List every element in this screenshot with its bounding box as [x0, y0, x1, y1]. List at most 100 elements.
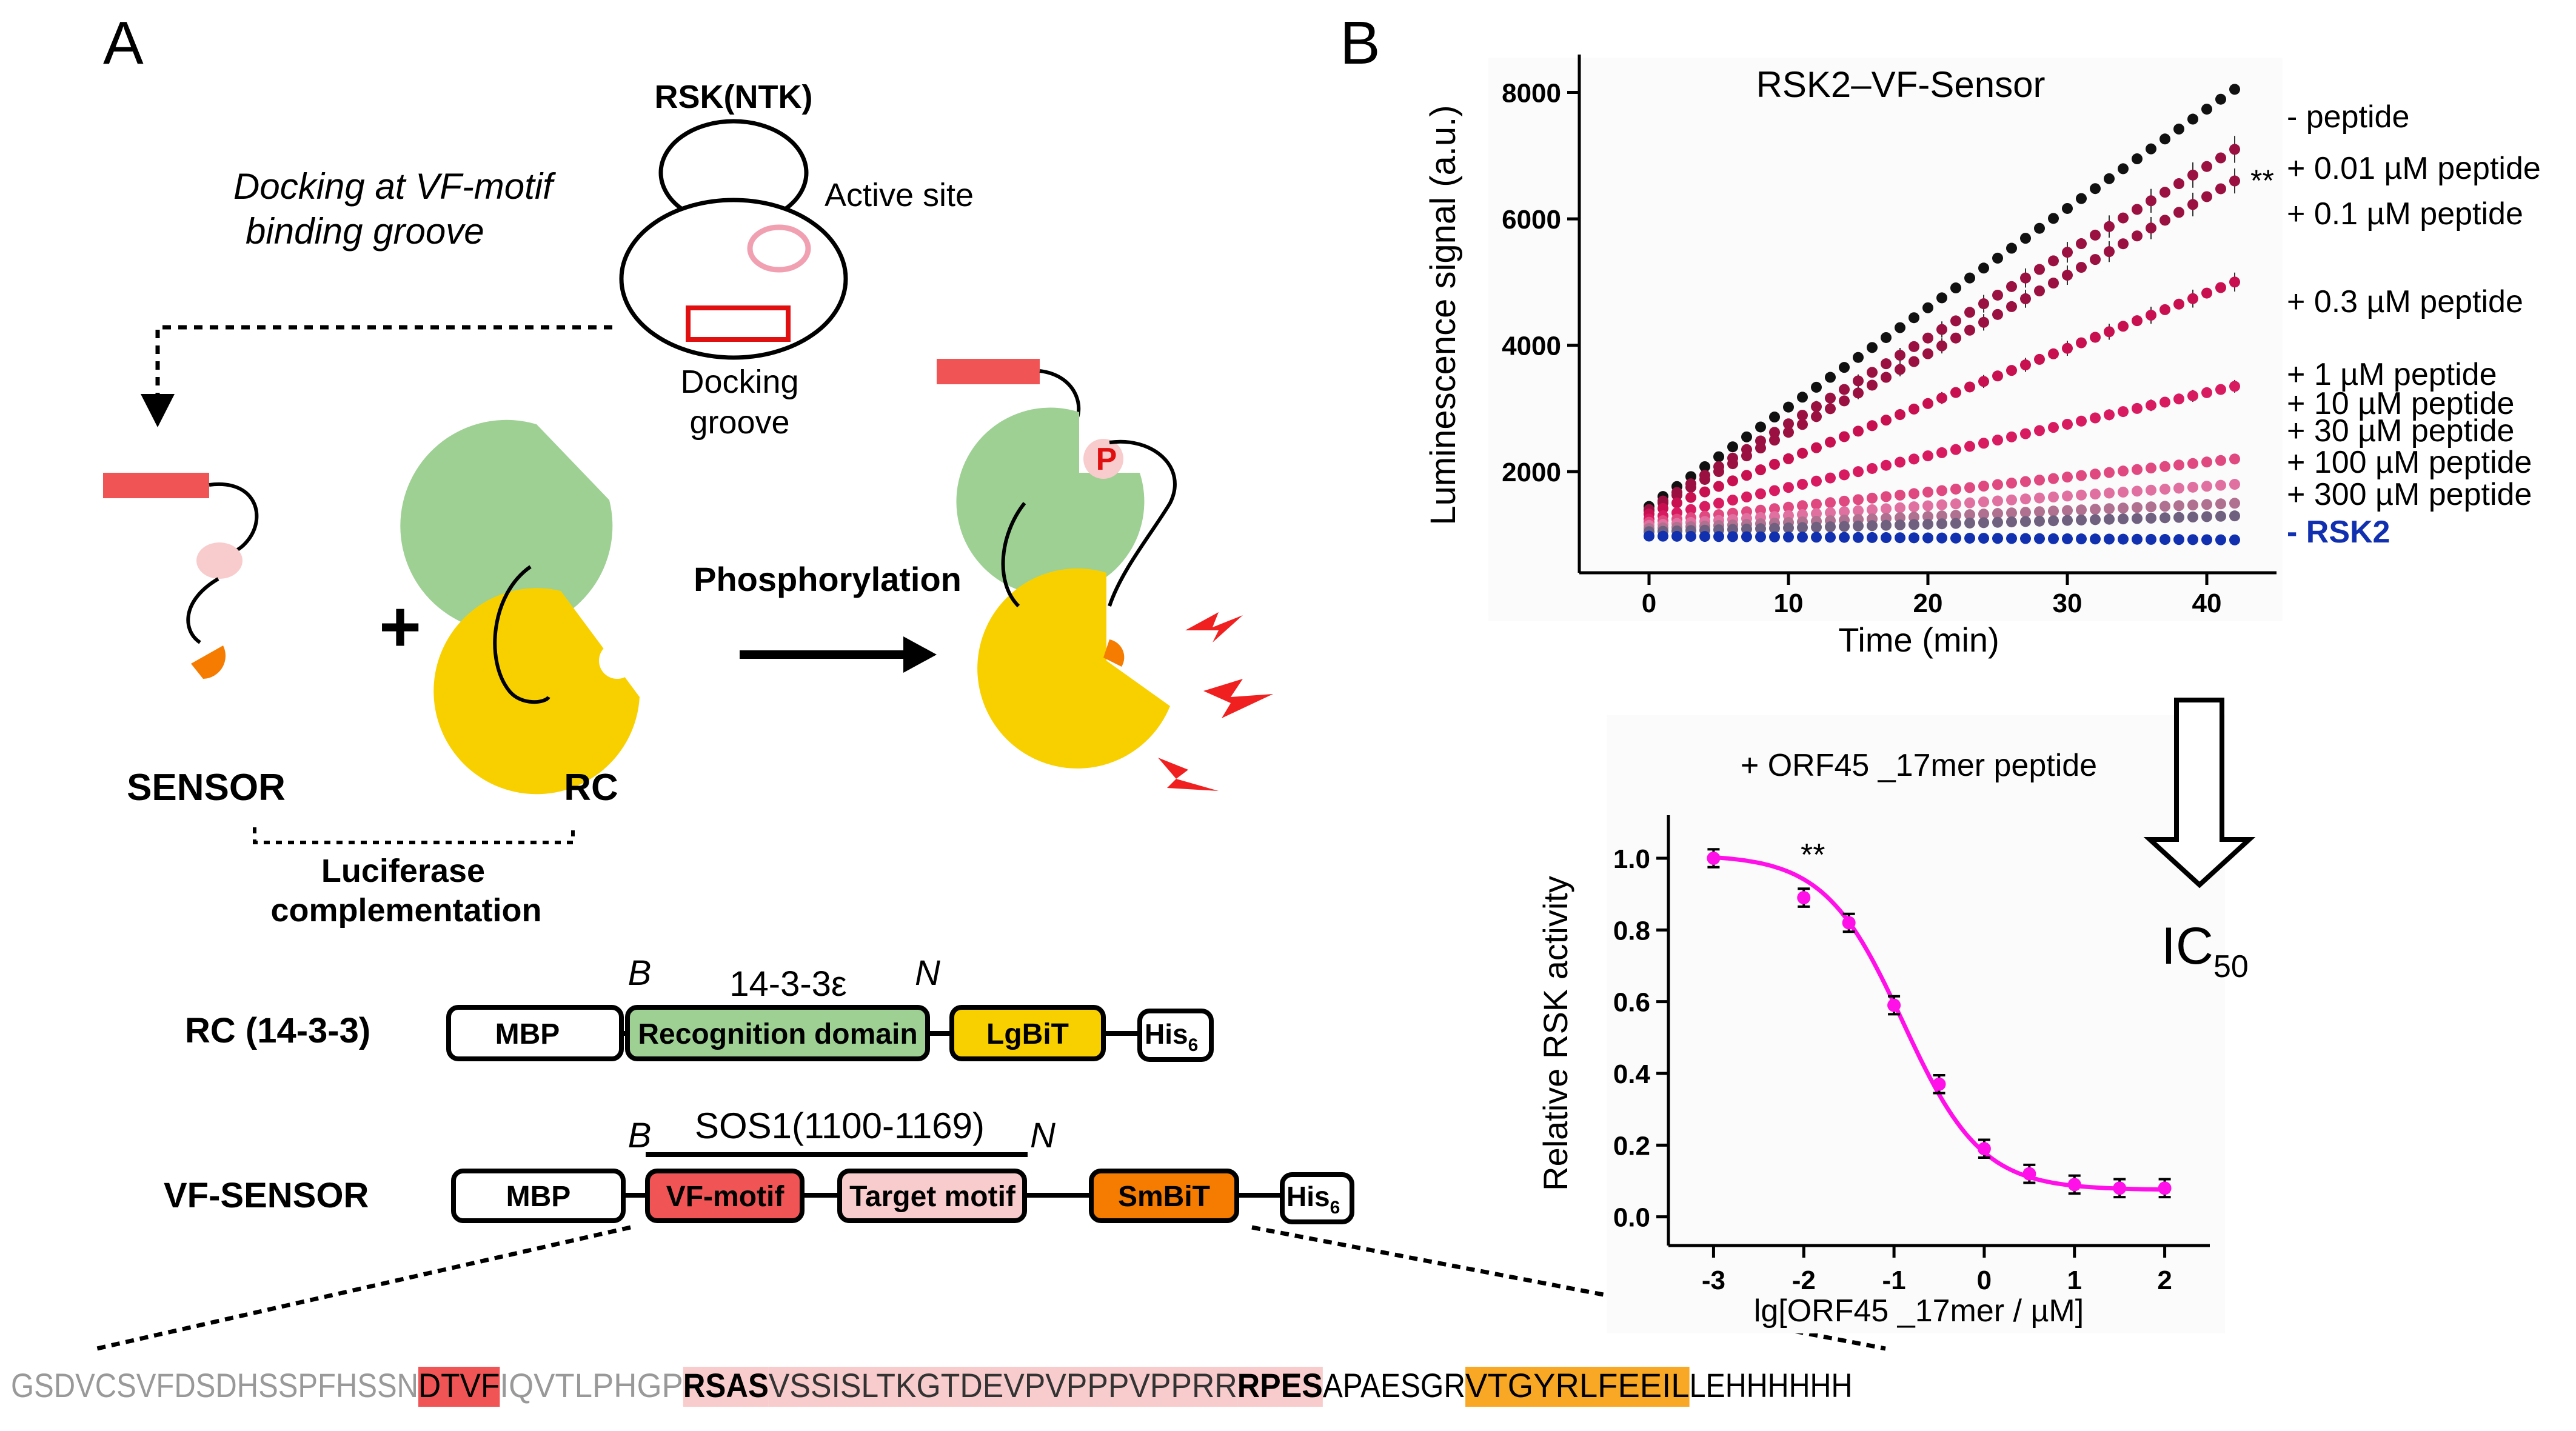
data-point: [2173, 534, 2184, 545]
data-point: [2062, 490, 2073, 502]
data-point: [1909, 403, 1919, 415]
data-point: [2146, 462, 2156, 474]
data-point: [2067, 1178, 2081, 1192]
data-point: [2090, 254, 2101, 265]
legend-label: - peptide: [2287, 99, 2409, 135]
x-tick-label: 0: [1642, 589, 1656, 618]
vf-vf-motif-label: VF-motif: [666, 1181, 785, 1213]
y-tick-label: 4000: [1502, 332, 1561, 361]
data-point: [1867, 420, 1878, 432]
data-point: [2215, 152, 2226, 164]
data-point: [1853, 494, 1864, 505]
data-point: [2076, 514, 2087, 525]
data-point: [1783, 501, 1794, 513]
data-point: [1839, 506, 1850, 518]
data-point: [2159, 215, 2170, 226]
data-point: [1964, 517, 1975, 529]
data-point: [1797, 891, 1811, 905]
x-tick-label: -3: [1702, 1266, 1725, 1295]
data-point: [1811, 411, 1822, 422]
data-point: [1839, 431, 1850, 442]
data-point: [2090, 504, 2101, 515]
data-point: [2187, 512, 2198, 523]
data-point: [2132, 464, 2143, 475]
data-point: [1964, 509, 1975, 521]
data-point: [1978, 316, 1989, 328]
data-point: [2062, 472, 2073, 483]
data-point: [1713, 498, 1724, 509]
data-point: [2201, 161, 2212, 172]
data-point: [2229, 144, 2240, 155]
series-7: [1644, 498, 2240, 535]
data-point: [2215, 282, 2226, 293]
data-point: [1727, 495, 1738, 506]
data-point: [1936, 292, 1947, 304]
y-tick-label: 0.4: [1613, 1059, 1651, 1089]
data-point: [1909, 312, 1919, 324]
data-point: [2076, 415, 2087, 427]
legend-label: + 100 µM peptide: [2287, 445, 2532, 480]
legend-label: + 0.1 µM peptide: [2287, 196, 2523, 232]
data-point: [1797, 479, 1808, 490]
rc-label: RC: [564, 767, 618, 809]
data-point: [1825, 392, 1836, 404]
complementation-label-2: complementation: [270, 892, 541, 929]
data-point: [2048, 348, 2059, 359]
data-point: [1950, 518, 1961, 529]
data-point: [2159, 512, 2170, 524]
data-point: [1978, 376, 1989, 387]
data-point: [2187, 293, 2198, 304]
data-point: [2048, 255, 2059, 267]
data-point: [2132, 315, 2143, 327]
rc-his-label: His6: [1145, 1018, 1198, 1055]
data-point: [1867, 379, 1878, 391]
data-point: [2118, 533, 2129, 545]
data-point: [2173, 393, 2184, 405]
data-point: [2048, 278, 2059, 289]
data-point: [1839, 521, 1850, 532]
legend-label: + 0.01 µM peptide: [2287, 151, 2541, 186]
data-point: [2062, 270, 2073, 281]
data-point: [2229, 276, 2240, 288]
data-point: [1867, 504, 1878, 515]
data-point: [1950, 444, 1961, 455]
panel-b-label: B: [1340, 9, 1380, 77]
data-point: [1825, 507, 1836, 518]
data-point: [1797, 419, 1808, 430]
data-point: [1769, 531, 1780, 542]
data-point: [1992, 508, 2003, 519]
data-point: [1881, 532, 1892, 544]
sequence-highlight: [683, 1367, 769, 1407]
data-point: [1922, 532, 1933, 544]
vf-smbit-label: SmBiT: [1118, 1181, 1210, 1213]
data-point: [2215, 534, 2226, 545]
data-point: [1811, 401, 1822, 412]
data-point: [1978, 533, 1989, 544]
data-point: [2159, 396, 2170, 408]
data-point: [1853, 532, 1864, 543]
data-point: [1853, 505, 1864, 516]
seq-expansion-left: [96, 1225, 631, 1351]
data-point: [2048, 492, 2059, 503]
x-tick-label: 40: [2192, 589, 2222, 618]
data-point: [2006, 478, 2017, 489]
data-point: [1769, 435, 1780, 446]
data-point: [2104, 467, 2115, 478]
data-point: [1713, 481, 1724, 492]
data-point: [1895, 489, 1905, 501]
data-point: [2187, 499, 2198, 511]
complementation-bracket: [253, 827, 575, 844]
data-point: [1699, 473, 1710, 485]
vf-target-box: [837, 1169, 1027, 1223]
sensor-label: SENSOR: [127, 767, 286, 809]
data-point: [2076, 489, 2087, 501]
data-point: [1713, 451, 1724, 462]
sequence-segment: VTGYRLFEEIL: [1465, 1366, 1690, 1404]
x-tick-label: 2: [2157, 1266, 2172, 1295]
data-point: [2020, 359, 2031, 371]
data-point: [2159, 133, 2170, 145]
data-point: [1707, 852, 1721, 865]
data-point: [1671, 530, 1682, 542]
data-point: [2062, 505, 2073, 516]
